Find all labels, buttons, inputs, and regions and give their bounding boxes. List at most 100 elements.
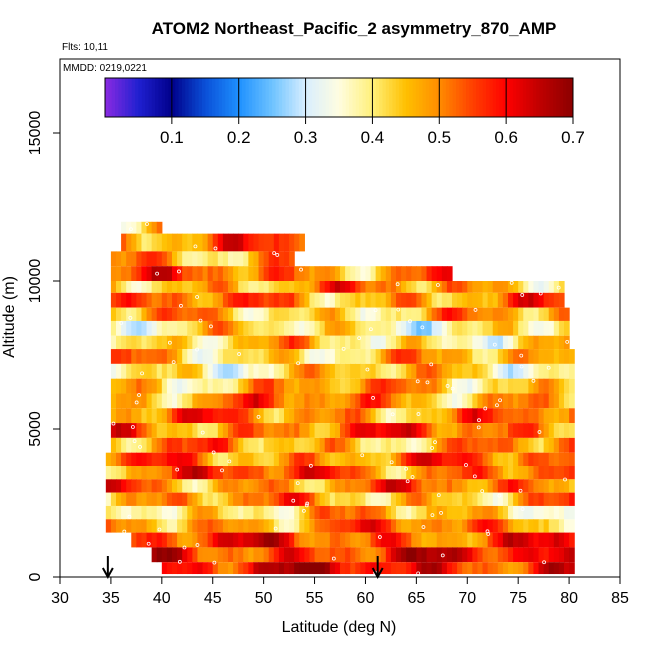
heatmap-cell	[177, 335, 183, 350]
heatmap-cell	[467, 519, 473, 533]
heatmap-cell	[385, 466, 392, 480]
heatmap-cell	[334, 335, 341, 350]
sample-point	[157, 527, 162, 532]
heatmap-cell	[263, 320, 270, 336]
heatmap-cell	[177, 479, 183, 493]
heatmap-cell	[212, 307, 219, 321]
heatmap-cell	[197, 532, 204, 548]
colorbar-segment	[105, 78, 109, 117]
heatmap-cell	[492, 519, 499, 533]
heatmap-cell	[334, 562, 341, 575]
heatmap-cell	[564, 505, 570, 520]
heatmap-cell	[187, 492, 193, 506]
heatmap-cell	[141, 378, 148, 394]
colorbar-segment	[492, 78, 497, 117]
colorbar-segment	[479, 78, 484, 117]
heatmap-cell	[508, 349, 514, 364]
heatmap-cell	[538, 320, 545, 336]
heatmap-cell	[182, 266, 188, 281]
heatmap-cell	[151, 335, 158, 350]
heatmap-cell	[548, 307, 555, 321]
heatmap-cell	[462, 479, 468, 493]
colorbar-segment	[562, 78, 567, 117]
heatmap-cell	[350, 547, 356, 563]
heatmap-cell	[436, 423, 443, 438]
heatmap-cell	[136, 363, 143, 379]
heatmap-cell	[513, 492, 519, 506]
heatmap-cell	[187, 452, 193, 466]
heatmap-cell	[390, 423, 397, 438]
sample-point	[486, 532, 491, 536]
heatmap-cell	[192, 233, 199, 252]
heatmap-cell	[446, 408, 453, 424]
heatmap-cell	[228, 505, 234, 520]
heatmap-cell	[172, 532, 178, 548]
colorbar-segment	[379, 78, 383, 117]
heatmap-cell	[401, 393, 407, 409]
heatmap-cell	[548, 479, 555, 493]
heatmap-cell	[569, 363, 575, 379]
heatmap-cell	[355, 519, 361, 533]
heatmap-cell	[472, 335, 479, 350]
heatmap-cell	[538, 547, 545, 563]
colorbar-tick-label: 0.1	[160, 128, 184, 147]
heatmap-cell	[207, 532, 214, 548]
heatmap-cell	[502, 466, 509, 480]
heatmap-cell	[197, 466, 204, 480]
heatmap-cell	[197, 233, 204, 252]
heatmap-cell	[166, 320, 173, 336]
heatmap-cell	[284, 307, 290, 321]
heatmap-cell	[243, 335, 249, 350]
heatmap-cell	[182, 466, 188, 480]
heatmap-cell	[156, 505, 163, 520]
sample-point	[237, 352, 242, 356]
heatmap-cell	[202, 547, 209, 563]
heatmap-cell	[446, 307, 453, 321]
heatmap-cell	[497, 281, 504, 293]
heatmap-cell	[396, 479, 402, 493]
colorbar-segment	[516, 78, 521, 117]
heatmap-cell	[487, 335, 494, 350]
heatmap-cell	[314, 532, 321, 548]
heatmap-cell	[243, 281, 249, 293]
heatmap-cell	[228, 251, 234, 267]
heatmap-cell	[467, 479, 473, 493]
heatmap-cell	[258, 562, 265, 575]
colorbar-tick-label: 0.3	[294, 128, 318, 147]
heatmap-cell	[314, 423, 321, 438]
heatmap-cell	[294, 437, 300, 453]
heatmap-cell	[187, 532, 193, 548]
heatmap-cell	[462, 307, 468, 321]
heatmap-cell	[161, 423, 168, 438]
heatmap-cell	[110, 505, 117, 520]
heatmap-cell	[299, 437, 305, 453]
heatmap-cell	[350, 437, 356, 453]
heatmap-cell	[136, 408, 143, 424]
heatmap-cell	[126, 233, 132, 252]
heatmap-cell	[462, 292, 468, 308]
heatmap-cell	[396, 307, 402, 321]
colorbar-segment	[445, 78, 450, 117]
heatmap-cell	[253, 378, 260, 394]
heatmap-cell	[263, 547, 270, 563]
heatmap-cell	[390, 393, 397, 409]
heatmap-cell	[268, 532, 275, 548]
heatmap-cell	[207, 466, 214, 480]
heatmap-cell	[319, 281, 326, 293]
heatmap-cell	[385, 423, 392, 438]
heatmap-cell	[508, 479, 514, 493]
colorbar-segment	[405, 78, 410, 117]
colorbar-segment	[232, 78, 236, 117]
heatmap-cell	[446, 479, 453, 493]
heatmap-cell	[472, 423, 479, 438]
heatmap-cell	[533, 378, 540, 394]
heatmap-cell	[156, 335, 163, 350]
heatmap-cell	[314, 479, 321, 493]
heatmap-cell	[416, 466, 423, 480]
heatmap-cell	[396, 452, 402, 466]
heatmap-cell	[243, 466, 249, 480]
heatmap-cell	[166, 466, 173, 480]
heatmap-cell	[238, 335, 244, 350]
heatmap-cell	[212, 452, 219, 466]
heatmap-cell	[182, 547, 188, 563]
